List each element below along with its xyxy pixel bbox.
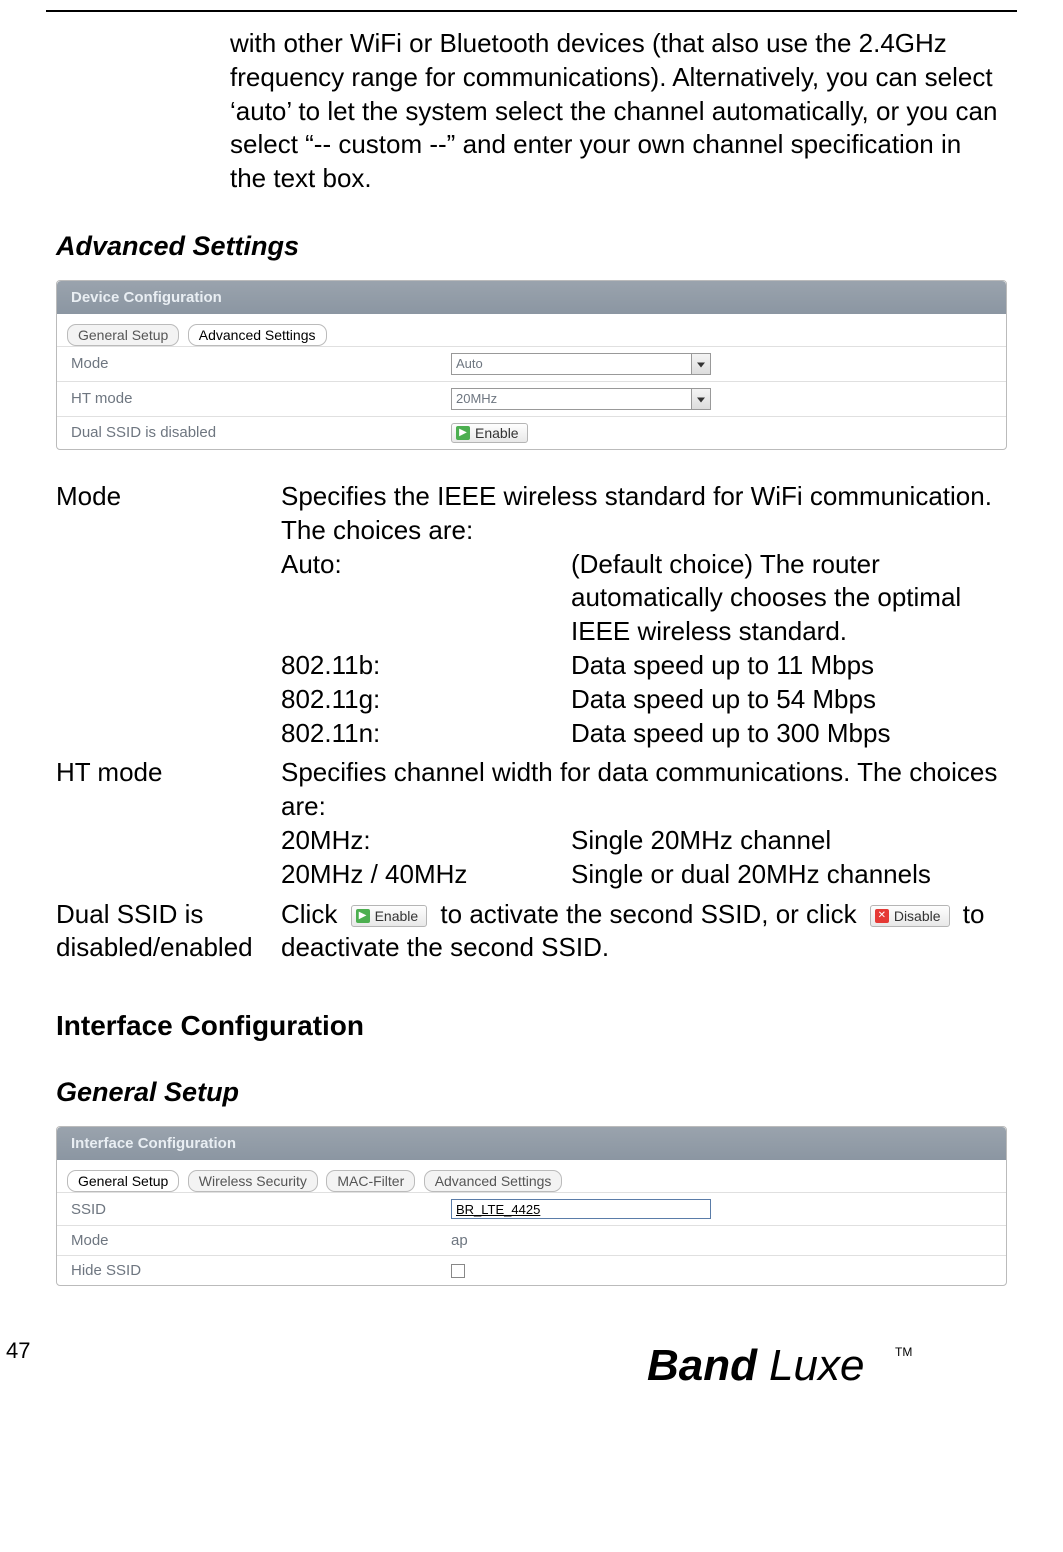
row-hide-ssid: Hide SSID [57, 1255, 1006, 1285]
desc-mode: Mode Specifies the IEEE wireless standar… [56, 480, 1007, 750]
tab-general-setup-2[interactable]: General Setup [67, 1170, 179, 1192]
page-number: 47 [6, 1338, 30, 1364]
mode-n-k: 802.11n: [281, 717, 571, 751]
enable-btn-inline-label: Enable [375, 907, 419, 925]
desc-ht: HT mode Specifies channel width for data… [56, 756, 1007, 891]
tab-advanced-settings-2[interactable]: Advanced Settings [424, 1170, 563, 1192]
desc-mode-term: Mode [56, 480, 281, 750]
mode-auto-k: Auto: [281, 548, 571, 649]
ht-select-value: 20MHz [456, 391, 497, 406]
mode-value-2: ap [451, 1232, 468, 1249]
ht-40-k: 20MHz / 40MHz [281, 858, 571, 892]
tabs: General Setup Advanced Settings [57, 314, 1006, 346]
ssid-label: SSID [71, 1201, 451, 1218]
mode-label: Mode [71, 355, 451, 372]
enable-button-label: Enable [475, 425, 519, 441]
row-mode: Mode Auto [57, 346, 1006, 381]
disable-btn-inline-label: Disable [894, 907, 941, 925]
ssid-input[interactable]: BR_LTE_4425 [451, 1199, 711, 1219]
device-config-panel: Device Configuration General Setup Advan… [56, 280, 1007, 450]
ht-40-v: Single or dual 20MHz channels [571, 858, 1007, 892]
mode-b-k: 802.11b: [281, 649, 571, 683]
enable-button[interactable]: ▶ Enable [451, 423, 528, 443]
close-icon: ✕ [875, 909, 889, 923]
tabs-2: General Setup Wireless Security MAC-Filt… [57, 1160, 1006, 1192]
tab-mac-filter[interactable]: MAC-Filter [326, 1170, 415, 1192]
mode-select-value: Auto [456, 356, 483, 371]
dual-ssid-label: Dual SSID is disabled [71, 424, 451, 441]
disable-button-inline[interactable]: ✕ Disable [870, 905, 950, 927]
brand-luxe: Luxe [769, 1341, 864, 1390]
advanced-settings-heading: Advanced Settings [56, 231, 1063, 262]
mode-n-v: Data speed up to 300 Mbps [571, 717, 1007, 751]
dual-mid: to activate the second SSID, or click [440, 899, 863, 929]
enable-button-inline[interactable]: ▶ Enable [351, 905, 428, 927]
brand-tm: TM [895, 1345, 912, 1359]
mode-select[interactable]: Auto [451, 353, 711, 375]
row-mode-2: Mode ap [57, 1225, 1006, 1255]
chevron-down-icon [697, 362, 705, 367]
row-dual-ssid: Dual SSID is disabled ▶ Enable [57, 416, 1006, 449]
mode-b-v: Data speed up to 11 Mbps [571, 649, 1007, 683]
row-ssid: SSID BR_LTE_4425 [57, 1192, 1006, 1225]
desc-mode-intro: Specifies the IEEE wireless standard for… [281, 480, 1007, 548]
brand-logo: Band Luxe TM [647, 1338, 1007, 1388]
play-icon: ▶ [356, 909, 370, 923]
ht-20-k: 20MHz: [281, 824, 571, 858]
dual-click: Click [281, 899, 337, 929]
desc-ht-term: HT mode [56, 756, 281, 891]
mode-g-k: 802.11g: [281, 683, 571, 717]
hide-ssid-label: Hide SSID [71, 1262, 451, 1279]
general-setup-heading: General Setup [56, 1077, 1063, 1108]
row-ht-mode: HT mode 20MHz [57, 381, 1006, 416]
description-list: Mode Specifies the IEEE wireless standar… [56, 480, 1007, 965]
play-icon: ▶ [456, 426, 470, 440]
ht-20-v: Single 20MHz channel [571, 824, 1007, 858]
hide-ssid-checkbox[interactable] [451, 1264, 465, 1278]
mode-g-v: Data speed up to 54 Mbps [571, 683, 1007, 717]
top-rule [46, 10, 1017, 12]
panel-title-2: Interface Configuration [57, 1127, 1006, 1160]
brand-band: Band [647, 1341, 758, 1390]
interface-config-panel: Interface Configuration General Setup Wi… [56, 1126, 1007, 1286]
mode-auto-v: (Default choice) The router automaticall… [571, 548, 1007, 649]
tab-general-setup[interactable]: General Setup [67, 324, 179, 346]
desc-dual-content: Click ▶ Enable to activate the second SS… [281, 898, 1007, 966]
desc-dual: Dual SSID is disabled/enabled Click ▶ En… [56, 898, 1007, 966]
interface-config-heading: Interface Configuration [56, 1010, 1063, 1042]
tab-advanced-settings[interactable]: Advanced Settings [188, 324, 327, 346]
ht-label: HT mode [71, 390, 451, 407]
desc-dual-term: Dual SSID is disabled/enabled [56, 898, 281, 966]
intro-paragraph: with other WiFi or Bluetooth devices (th… [230, 27, 1003, 196]
tab-wireless-security[interactable]: Wireless Security [188, 1170, 318, 1192]
ht-select[interactable]: 20MHz [451, 388, 711, 410]
ssid-input-value: BR_LTE_4425 [456, 1202, 540, 1217]
panel-title: Device Configuration [57, 281, 1006, 314]
chevron-down-icon [697, 397, 705, 402]
desc-ht-intro: Specifies channel width for data communi… [281, 756, 1007, 824]
mode-label-2: Mode [71, 1232, 451, 1249]
